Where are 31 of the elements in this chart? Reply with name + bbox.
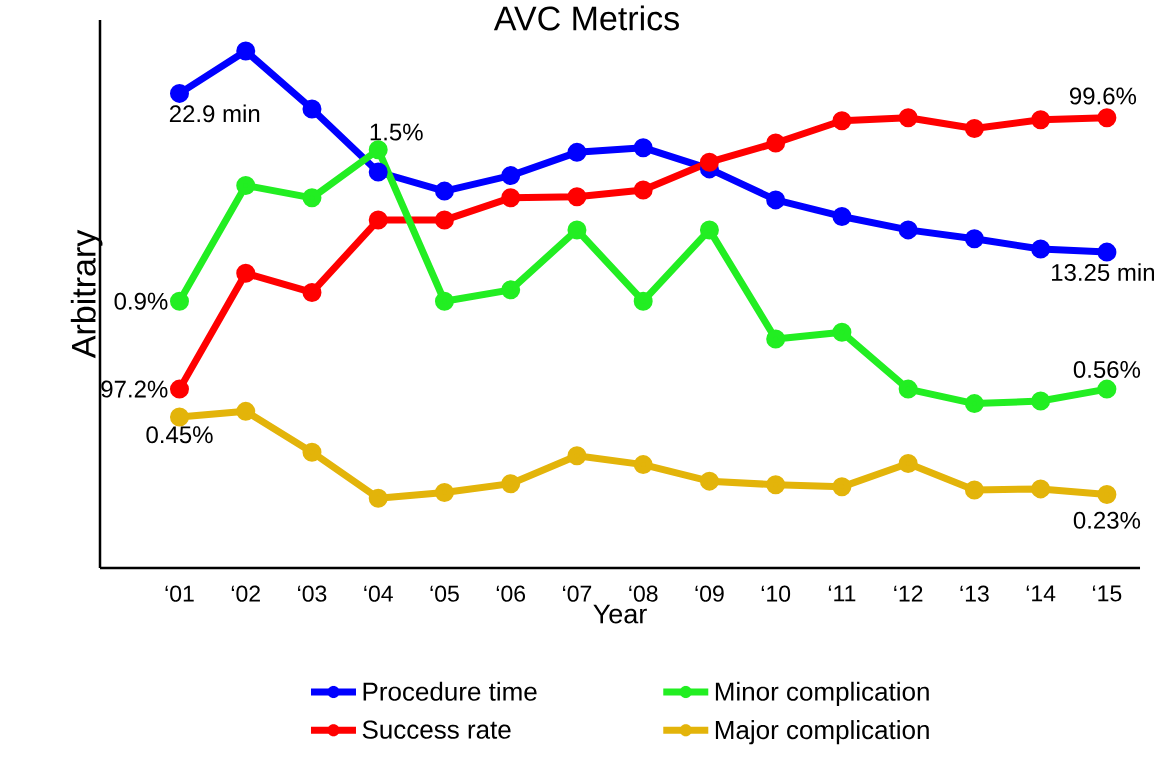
annotation: 0.23% xyxy=(1073,511,1141,529)
x-tick-label: ‘14 xyxy=(1026,585,1056,602)
x-tick-label: ‘06 xyxy=(496,585,526,602)
x-tick-label: ‘11 xyxy=(828,585,856,602)
x-tick-label: ‘09 xyxy=(695,585,724,602)
y-axis-title: Arbitrary xyxy=(70,229,103,359)
annotation: 0.45% xyxy=(146,426,213,444)
legend-label: Procedure time xyxy=(363,681,537,701)
x-tick-label: ‘05 xyxy=(430,585,459,602)
x-tick-label: ‘12 xyxy=(894,585,923,602)
legend-label: Minor complication xyxy=(715,681,929,707)
x-tick-label: ‘15 xyxy=(1092,585,1122,602)
annotation: 99.6% xyxy=(1069,87,1137,105)
x-tick-label: ‘13 xyxy=(960,585,989,602)
annotation: 1.5% xyxy=(370,123,423,141)
x-tick-label: ‘07 xyxy=(563,585,592,602)
annotation: 22.9 min xyxy=(169,104,260,123)
legend-label: Success rate xyxy=(362,720,511,739)
x-tick-label: ‘02 xyxy=(231,585,260,602)
chart-title: AVC Metrics xyxy=(493,5,679,31)
x-tick-label: ‘04 xyxy=(364,585,393,602)
x-tick-label: ‘08 xyxy=(629,585,658,602)
annotation: 0.56% xyxy=(1073,360,1141,378)
annotation: 97.2% xyxy=(101,380,168,398)
x-axis-title: Year xyxy=(593,604,647,624)
x-tick-label: ‘03 xyxy=(298,585,327,602)
x-tick-label: ‘01 xyxy=(165,585,194,602)
x-tick-label: ‘10 xyxy=(761,585,791,602)
legend-label: Major complication xyxy=(715,720,929,745)
annotation: 13.25 min xyxy=(1052,263,1154,281)
annotation: 0.9% xyxy=(114,292,168,310)
